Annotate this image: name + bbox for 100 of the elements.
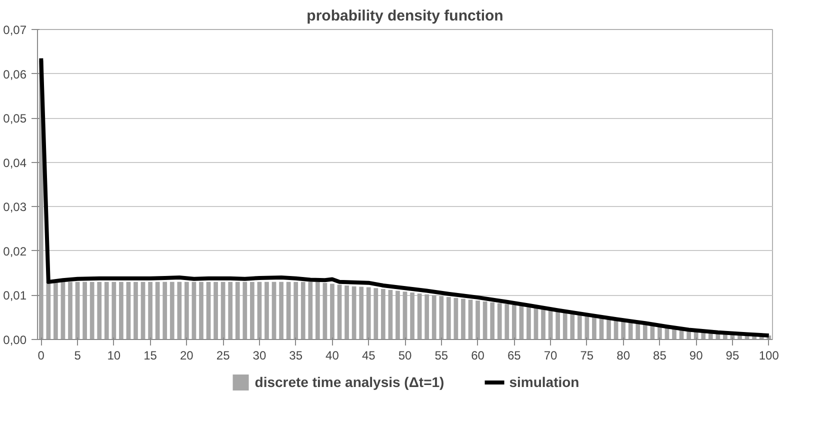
bar	[177, 282, 182, 340]
y-tick-label: 0,07	[3, 23, 27, 37]
bar	[636, 324, 640, 340]
bar	[272, 282, 276, 340]
x-tick-label: 40	[326, 348, 340, 362]
legend-label: simulation	[509, 374, 580, 390]
bar	[148, 282, 152, 340]
x-tick-label: 60	[471, 348, 485, 362]
bar	[104, 282, 109, 340]
x-tick-label: 15	[144, 348, 158, 362]
bar	[242, 282, 248, 340]
bar	[344, 285, 349, 340]
bar	[220, 282, 226, 340]
bar	[366, 287, 371, 340]
bar	[279, 282, 284, 340]
x-tick-label: 10	[107, 348, 121, 362]
bar	[199, 282, 204, 340]
bar	[396, 290, 400, 340]
bar	[250, 282, 254, 340]
x-tick-label: 20	[180, 348, 194, 362]
bar	[322, 282, 328, 340]
bar	[126, 282, 131, 340]
bar	[439, 296, 444, 340]
bar	[584, 316, 590, 340]
y-tick-label: 0,04	[3, 156, 27, 170]
bar	[264, 282, 269, 340]
bar	[359, 286, 364, 340]
bar	[570, 314, 575, 340]
bar	[308, 282, 313, 340]
x-tick-label: 65	[507, 348, 522, 362]
bar	[97, 282, 102, 340]
bar	[446, 296, 451, 340]
bar	[214, 282, 218, 340]
bar	[54, 282, 58, 340]
bar	[184, 282, 189, 340]
bar	[512, 304, 516, 340]
x-tick-label: 85	[653, 348, 667, 362]
bar	[337, 284, 342, 340]
x-tick-label: 30	[252, 348, 266, 362]
y-tick-label: 0,01	[3, 288, 27, 303]
bar	[257, 282, 262, 340]
bar	[526, 307, 531, 340]
bar	[330, 284, 334, 340]
bar	[286, 282, 291, 340]
bar	[294, 282, 298, 340]
y-tick-label: 0,02	[3, 244, 27, 258]
bar	[497, 303, 502, 340]
x-tick-label: 70	[544, 348, 558, 362]
bar	[432, 295, 436, 340]
x-tick-label: 80	[616, 348, 630, 362]
bar	[410, 292, 414, 340]
legend-label: discrete time analysis (Δt=1)	[254, 374, 444, 390]
bar	[374, 288, 378, 340]
bar	[112, 282, 116, 340]
bar	[490, 302, 495, 340]
bar	[170, 282, 174, 340]
y-tick-label: 0,05	[3, 112, 27, 126]
bar	[206, 282, 211, 340]
bar	[606, 319, 611, 340]
bar	[556, 312, 560, 340]
bar	[140, 282, 146, 340]
bar	[402, 292, 408, 340]
bar	[642, 324, 648, 340]
x-tick-label: 0	[38, 348, 45, 362]
bar	[461, 298, 466, 340]
bar	[454, 298, 458, 340]
bar	[75, 282, 80, 340]
y-tick-label: 0,00	[3, 333, 27, 347]
bar	[650, 325, 655, 340]
bar	[380, 289, 386, 340]
x-tick-label: 95	[726, 348, 740, 362]
bar	[192, 282, 196, 340]
bar	[577, 314, 582, 340]
bar	[90, 282, 94, 340]
bar	[162, 282, 168, 340]
x-tick-label: 5	[74, 348, 82, 362]
bar	[155, 282, 160, 340]
bar	[235, 282, 240, 340]
bar	[68, 282, 72, 340]
x-tick-label: 90	[689, 348, 704, 362]
bar	[228, 282, 233, 340]
bar	[468, 300, 473, 340]
x-tick-label: 25	[216, 348, 230, 362]
bar	[60, 282, 66, 340]
bar	[315, 282, 320, 340]
bar	[504, 304, 510, 340]
bar	[119, 282, 124, 340]
x-tick-label: 55	[434, 348, 448, 362]
bar	[417, 293, 422, 340]
x-tick-label: 75	[580, 348, 594, 362]
x-tick-label: 45	[362, 348, 376, 362]
x-tick-label: 35	[289, 348, 303, 362]
bar	[476, 300, 480, 340]
bar	[592, 316, 596, 340]
bar	[562, 312, 568, 340]
bar	[388, 290, 393, 340]
bar	[424, 294, 430, 340]
bar	[482, 301, 488, 340]
bar	[541, 309, 546, 340]
chart-title: probability density function	[306, 8, 504, 24]
